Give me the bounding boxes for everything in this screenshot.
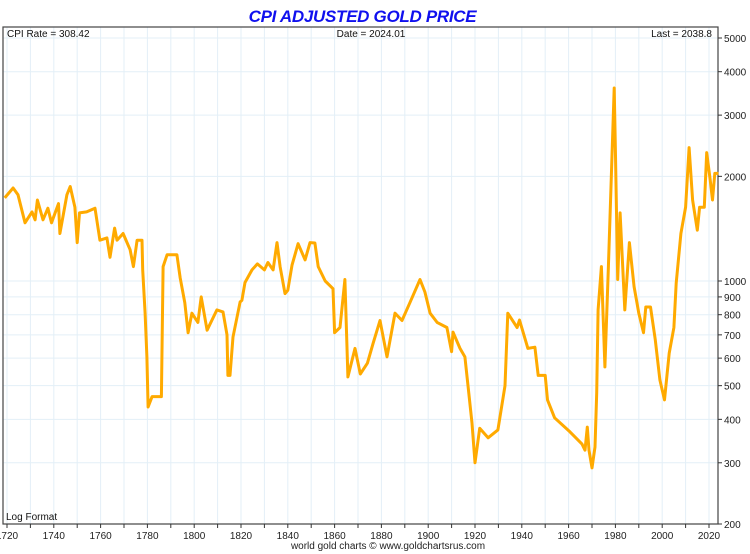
x-tick-label: 1740 <box>43 531 66 542</box>
chart-title: CPI ADJUSTED GOLD PRICE <box>248 7 477 26</box>
y-tick-label: 900 <box>724 293 741 304</box>
y-tick-label: 700 <box>724 331 741 342</box>
x-tick-label: 1960 <box>557 531 580 542</box>
x-tick-label: 1940 <box>511 531 534 542</box>
x-tick-label: 1980 <box>604 531 627 542</box>
plot-frame <box>2 26 719 525</box>
y-tick-label: 2000 <box>724 172 747 183</box>
x-tick-label: 1920 <box>464 531 487 542</box>
y-tick-label: 800 <box>724 311 741 322</box>
x-tick-label: 1800 <box>183 531 206 542</box>
x-axis: 1720 1740 1760 1780 1800 1820 1840 1860 1880 1900… <box>0 524 721 542</box>
y-tick-label: 3000 <box>724 111 747 122</box>
y-tick-label: 500 <box>724 382 741 393</box>
cpi-rate-label: CPI Rate = 308.42 <box>7 29 90 40</box>
x-tick-label: 1880 <box>370 531 393 542</box>
x-tick-label: 1840 <box>277 531 300 542</box>
y-tick-label: 4000 <box>724 68 747 79</box>
y-tick-label: 300 <box>724 459 741 470</box>
x-tick-label: 2000 <box>651 531 674 542</box>
y-tick-label: 200 <box>724 520 741 531</box>
x-tick-label: 1720 <box>0 531 19 542</box>
x-tick-label: 1760 <box>89 531 112 542</box>
y-tick-label: 5000 <box>724 34 747 45</box>
log-format-label: Log Format <box>6 512 57 523</box>
date-label: Date = 2024.01 <box>337 29 406 40</box>
x-tick-label: 1900 <box>417 531 440 542</box>
x-tick-label: 1780 <box>136 531 159 542</box>
x-tick-label: 2020 <box>698 531 721 542</box>
last-value-label: Last = 2038.8 <box>651 29 712 40</box>
y-tick-label: 600 <box>724 354 741 365</box>
y-tick-label: 1000 <box>724 277 747 288</box>
grid-lines <box>3 27 718 525</box>
x-tick-label: 1860 <box>323 531 346 542</box>
y-axis: 200 300 400 500 600 700 800 900 1000 2000 3000 4000… <box>718 34 747 531</box>
series-line-gold-price <box>3 86 719 470</box>
chart-footer-credit: world gold charts © www.goldchartsrus.co… <box>290 541 486 552</box>
x-tick-label: 1820 <box>230 531 253 542</box>
y-tick-label: 400 <box>724 415 741 426</box>
